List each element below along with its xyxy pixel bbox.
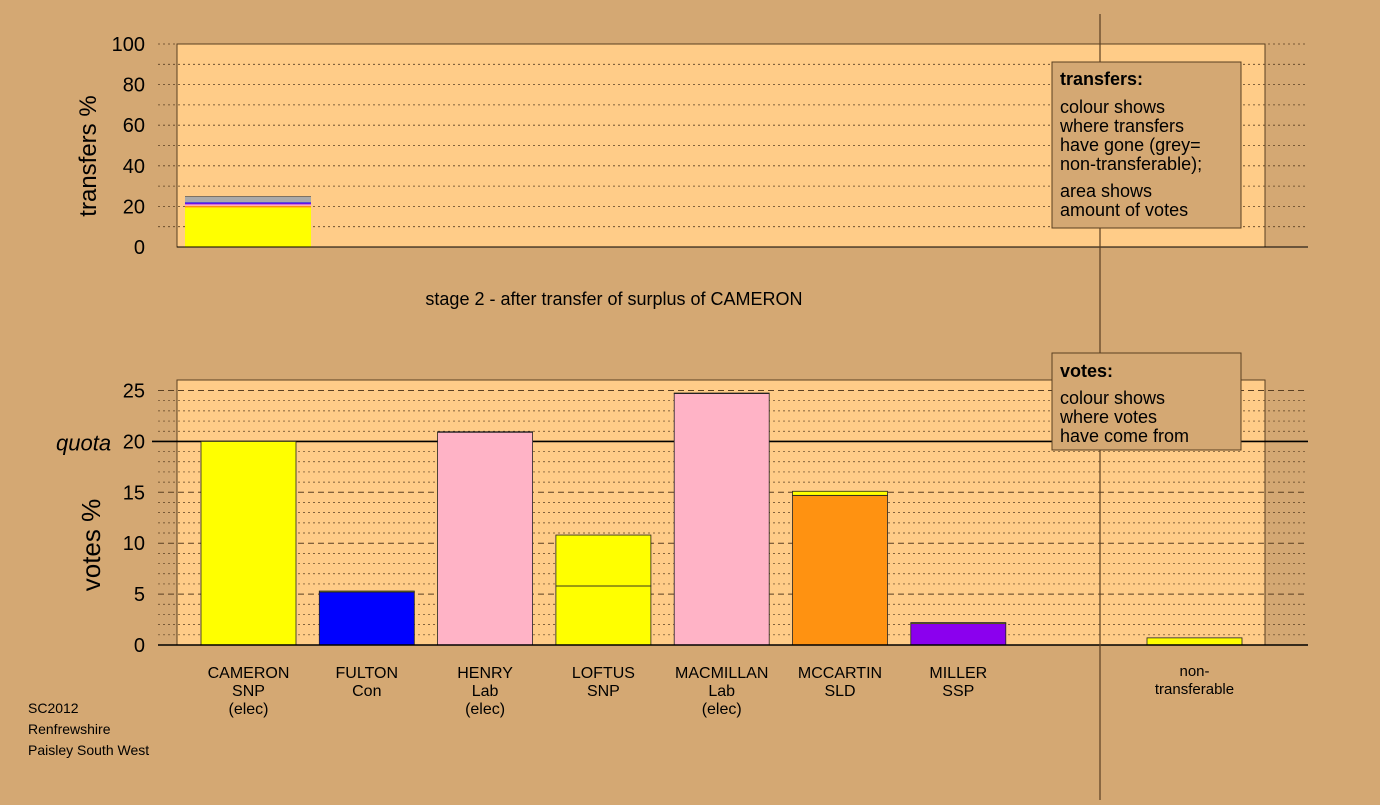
votes-legend-line: colour shows (1060, 388, 1165, 408)
transfers-legend-line: have gone (grey= (1060, 135, 1201, 155)
stage-title: stage 2 - after transfer of surplus of C… (425, 289, 802, 309)
candidate-label: (elec) (702, 701, 742, 718)
transfers-legend: transfers: colour shows where transfers … (1051, 61, 1242, 229)
transfer-segment (185, 196, 311, 203)
transfer-segment (185, 202, 311, 204)
votes-tick-label: 15 (123, 482, 145, 504)
footer-line: SC2012 (28, 700, 79, 716)
votes-legend-line: have come from (1060, 426, 1189, 446)
candidate-label: LOFTUS (572, 665, 635, 682)
vote-segment (792, 494, 888, 646)
candidate-label: (elec) (465, 701, 505, 718)
transfers-legend-line: area shows (1060, 181, 1152, 201)
non-transferable-segment (1146, 637, 1243, 646)
vote-segment (910, 623, 1007, 646)
candidate-label: HENRY (457, 665, 513, 682)
votes-tick-label: 5 (134, 584, 145, 606)
vote-segment (437, 431, 534, 433)
transfer-segment (185, 203, 311, 205)
candidate-label: MCCARTIN (798, 665, 882, 682)
votes-axis-label: votes % (76, 499, 106, 592)
candidate-label: (elec) (228, 701, 268, 718)
candidate-label: MACMILLAN (675, 665, 768, 682)
votes-tick-label: 25 (123, 381, 145, 403)
votes-legend-line: where votes (1059, 407, 1157, 427)
transfers-legend-title: transfers: (1060, 69, 1143, 89)
transfers-tick-label: 60 (123, 115, 145, 137)
vote-segment (910, 622, 1007, 625)
transfers-tick-label: 0 (134, 237, 145, 259)
vote-segment (437, 431, 534, 646)
transfers-legend-line: colour shows (1060, 97, 1165, 117)
votes-tick-label: 0 (134, 635, 145, 657)
vote-segment (555, 534, 652, 587)
transfer-segment (185, 204, 311, 206)
candidate-label: MILLER (929, 665, 987, 682)
candidate-label: SNP (587, 683, 620, 700)
transfers-tick-label: 80 (123, 75, 145, 97)
candidate-label: SNP (232, 683, 265, 700)
votes-legend: votes: colour shows where votes have com… (1051, 352, 1242, 451)
footer: SC2012 Renfrewshire Paisley South West (28, 700, 149, 758)
transfers-legend-line: amount of votes (1060, 200, 1188, 220)
transfers-tick-label: 20 (123, 196, 145, 218)
vote-segment (318, 590, 415, 593)
votes-legend-box (1051, 352, 1242, 451)
vote-segment (200, 440, 297, 646)
footer-line: Paisley South West (28, 742, 149, 758)
vote-segment (318, 591, 415, 646)
candidate-label: Lab (708, 683, 735, 700)
candidate-label: SLD (824, 683, 855, 700)
footer-line: Renfrewshire (28, 721, 111, 737)
vote-segment (792, 490, 888, 496)
votes-tick-label: 20 (123, 431, 145, 453)
transfers-legend-line: where transfers (1059, 116, 1184, 136)
transfer-segment (185, 205, 311, 208)
transfer-segment (185, 207, 311, 247)
non-transferable-label: non- (1179, 663, 1209, 680)
votes-tick-label: 10 (123, 533, 145, 555)
candidate-label: FULTON (336, 665, 399, 682)
transfers-axis-label: transfers % (75, 95, 102, 216)
candidate-label: Con (352, 683, 381, 700)
transfers-tick-label: 100 (112, 34, 145, 56)
candidate-label: SSP (942, 683, 974, 700)
vote-segment (673, 392, 770, 394)
vote-segment (673, 393, 770, 646)
votes-legend-title: votes: (1060, 361, 1113, 381)
non-transferable-label: transferable (1155, 681, 1234, 698)
candidate-label: CAMERON (208, 665, 290, 682)
candidate-label: Lab (472, 683, 499, 700)
transfers-tick-label: 40 (123, 156, 145, 178)
transfers-legend-line: non-transferable); (1060, 154, 1202, 174)
quota-label: quota (56, 430, 111, 455)
transfers-legend-box (1051, 61, 1242, 229)
vote-segment (555, 585, 652, 646)
